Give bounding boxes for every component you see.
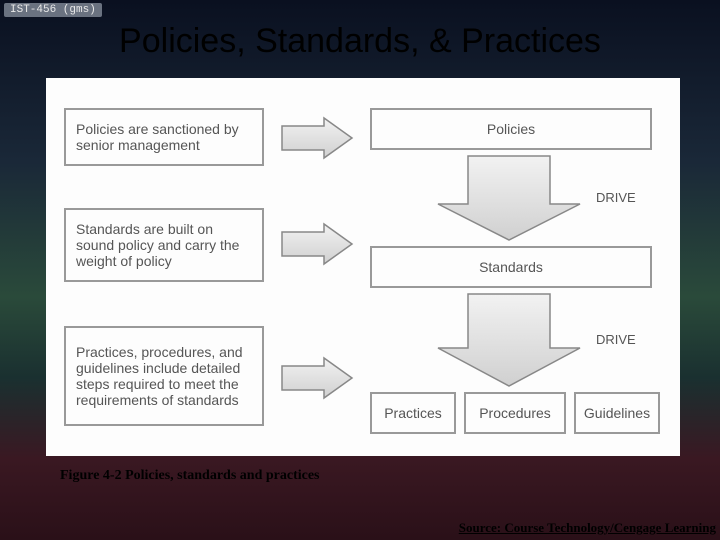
node-procedures: Procedures (464, 392, 566, 434)
figure-caption: Figure 4-2 Policies, standards and pract… (60, 468, 320, 484)
page-title: Policies, Standards, & Practices (0, 22, 720, 61)
arrow-down-icon (436, 154, 582, 242)
desc-box-policies: Policies are sanctioned by senior manage… (64, 108, 264, 166)
drive-label: DRIVE (596, 332, 636, 347)
arrow-right-icon (280, 356, 354, 400)
node-policies: Policies (370, 108, 652, 150)
source-credit: Source: Course Technology/Cengage Learni… (459, 520, 716, 536)
arrow-right-icon (280, 116, 354, 160)
node-guidelines: Guidelines (574, 392, 660, 434)
drive-label: DRIVE (596, 190, 636, 205)
node-standards: Standards (370, 246, 652, 288)
figure-panel: Policies are sanctioned by senior manage… (46, 78, 680, 456)
node-practices: Practices (370, 392, 456, 434)
course-tag: IST-456 (gms) (4, 3, 102, 17)
desc-box-practices: Practices, procedures, and guidelines in… (64, 326, 264, 426)
arrow-right-icon (280, 222, 354, 266)
desc-box-standards: Standards are built on sound policy and … (64, 208, 264, 282)
arrow-down-icon (436, 292, 582, 388)
